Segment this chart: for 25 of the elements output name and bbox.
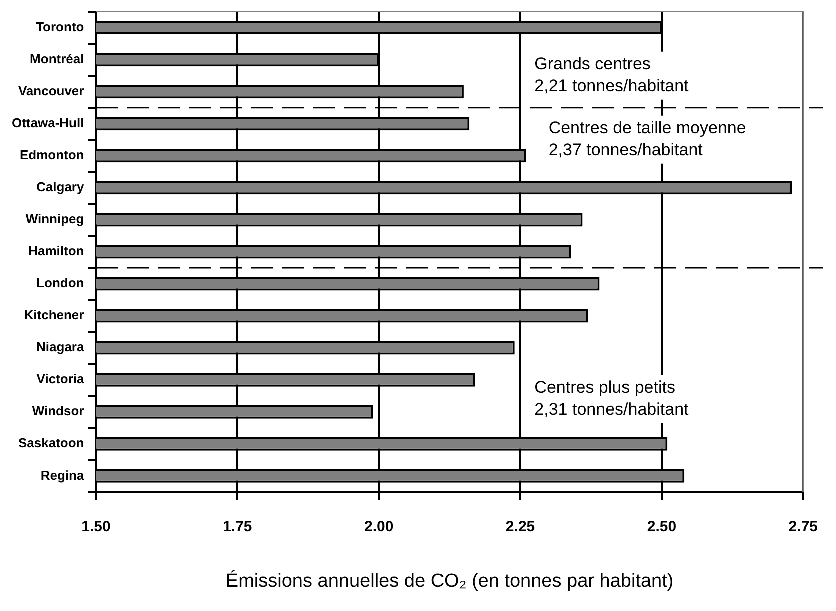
y-tick-label: Hamilton [28,244,84,259]
y-tick-label: Montréal [30,51,84,66]
x-tick-label: 1.75 [223,518,252,536]
annotation: Centres de taille moyenne 2,37 tonnes/habitant [548,118,746,160]
y-tick-label: Kitchener [24,308,84,323]
x-tick-label: 2.75 [788,518,818,536]
y-tick-label: Regina [40,468,85,483]
x-axis-title: Émissions annuelles de CO₂ (en tonnes par habitant) [226,570,674,592]
y-tick-label: Windsor [32,404,84,419]
y-tick-label: Victoria [36,372,85,387]
x-tick-label: 2.25 [506,518,536,536]
y-tick-label: Niagara [36,340,85,355]
y-tick-label: Ottawa-Hull [12,115,84,130]
x-tick-label: 2.50 [647,518,677,536]
y-tick-label: Calgary [36,180,85,195]
x-tick-label: 1.50 [82,518,111,536]
y-tick-label: Winnipeg [26,212,84,227]
x-tick-label: 2.00 [364,518,394,536]
y-tick-label: Saskatoon [18,436,84,451]
annotation: Grands centres 2,21 tonnes/habitant [534,54,690,96]
annotation: Centres plus petits 2,31 tonnes/habitant [534,378,690,420]
y-tick-label: London [36,276,84,291]
y-tick-label: Vancouver [18,83,84,98]
y-tick-label: Edmonton [20,148,84,162]
y-tick-label: Toronto [36,19,84,34]
